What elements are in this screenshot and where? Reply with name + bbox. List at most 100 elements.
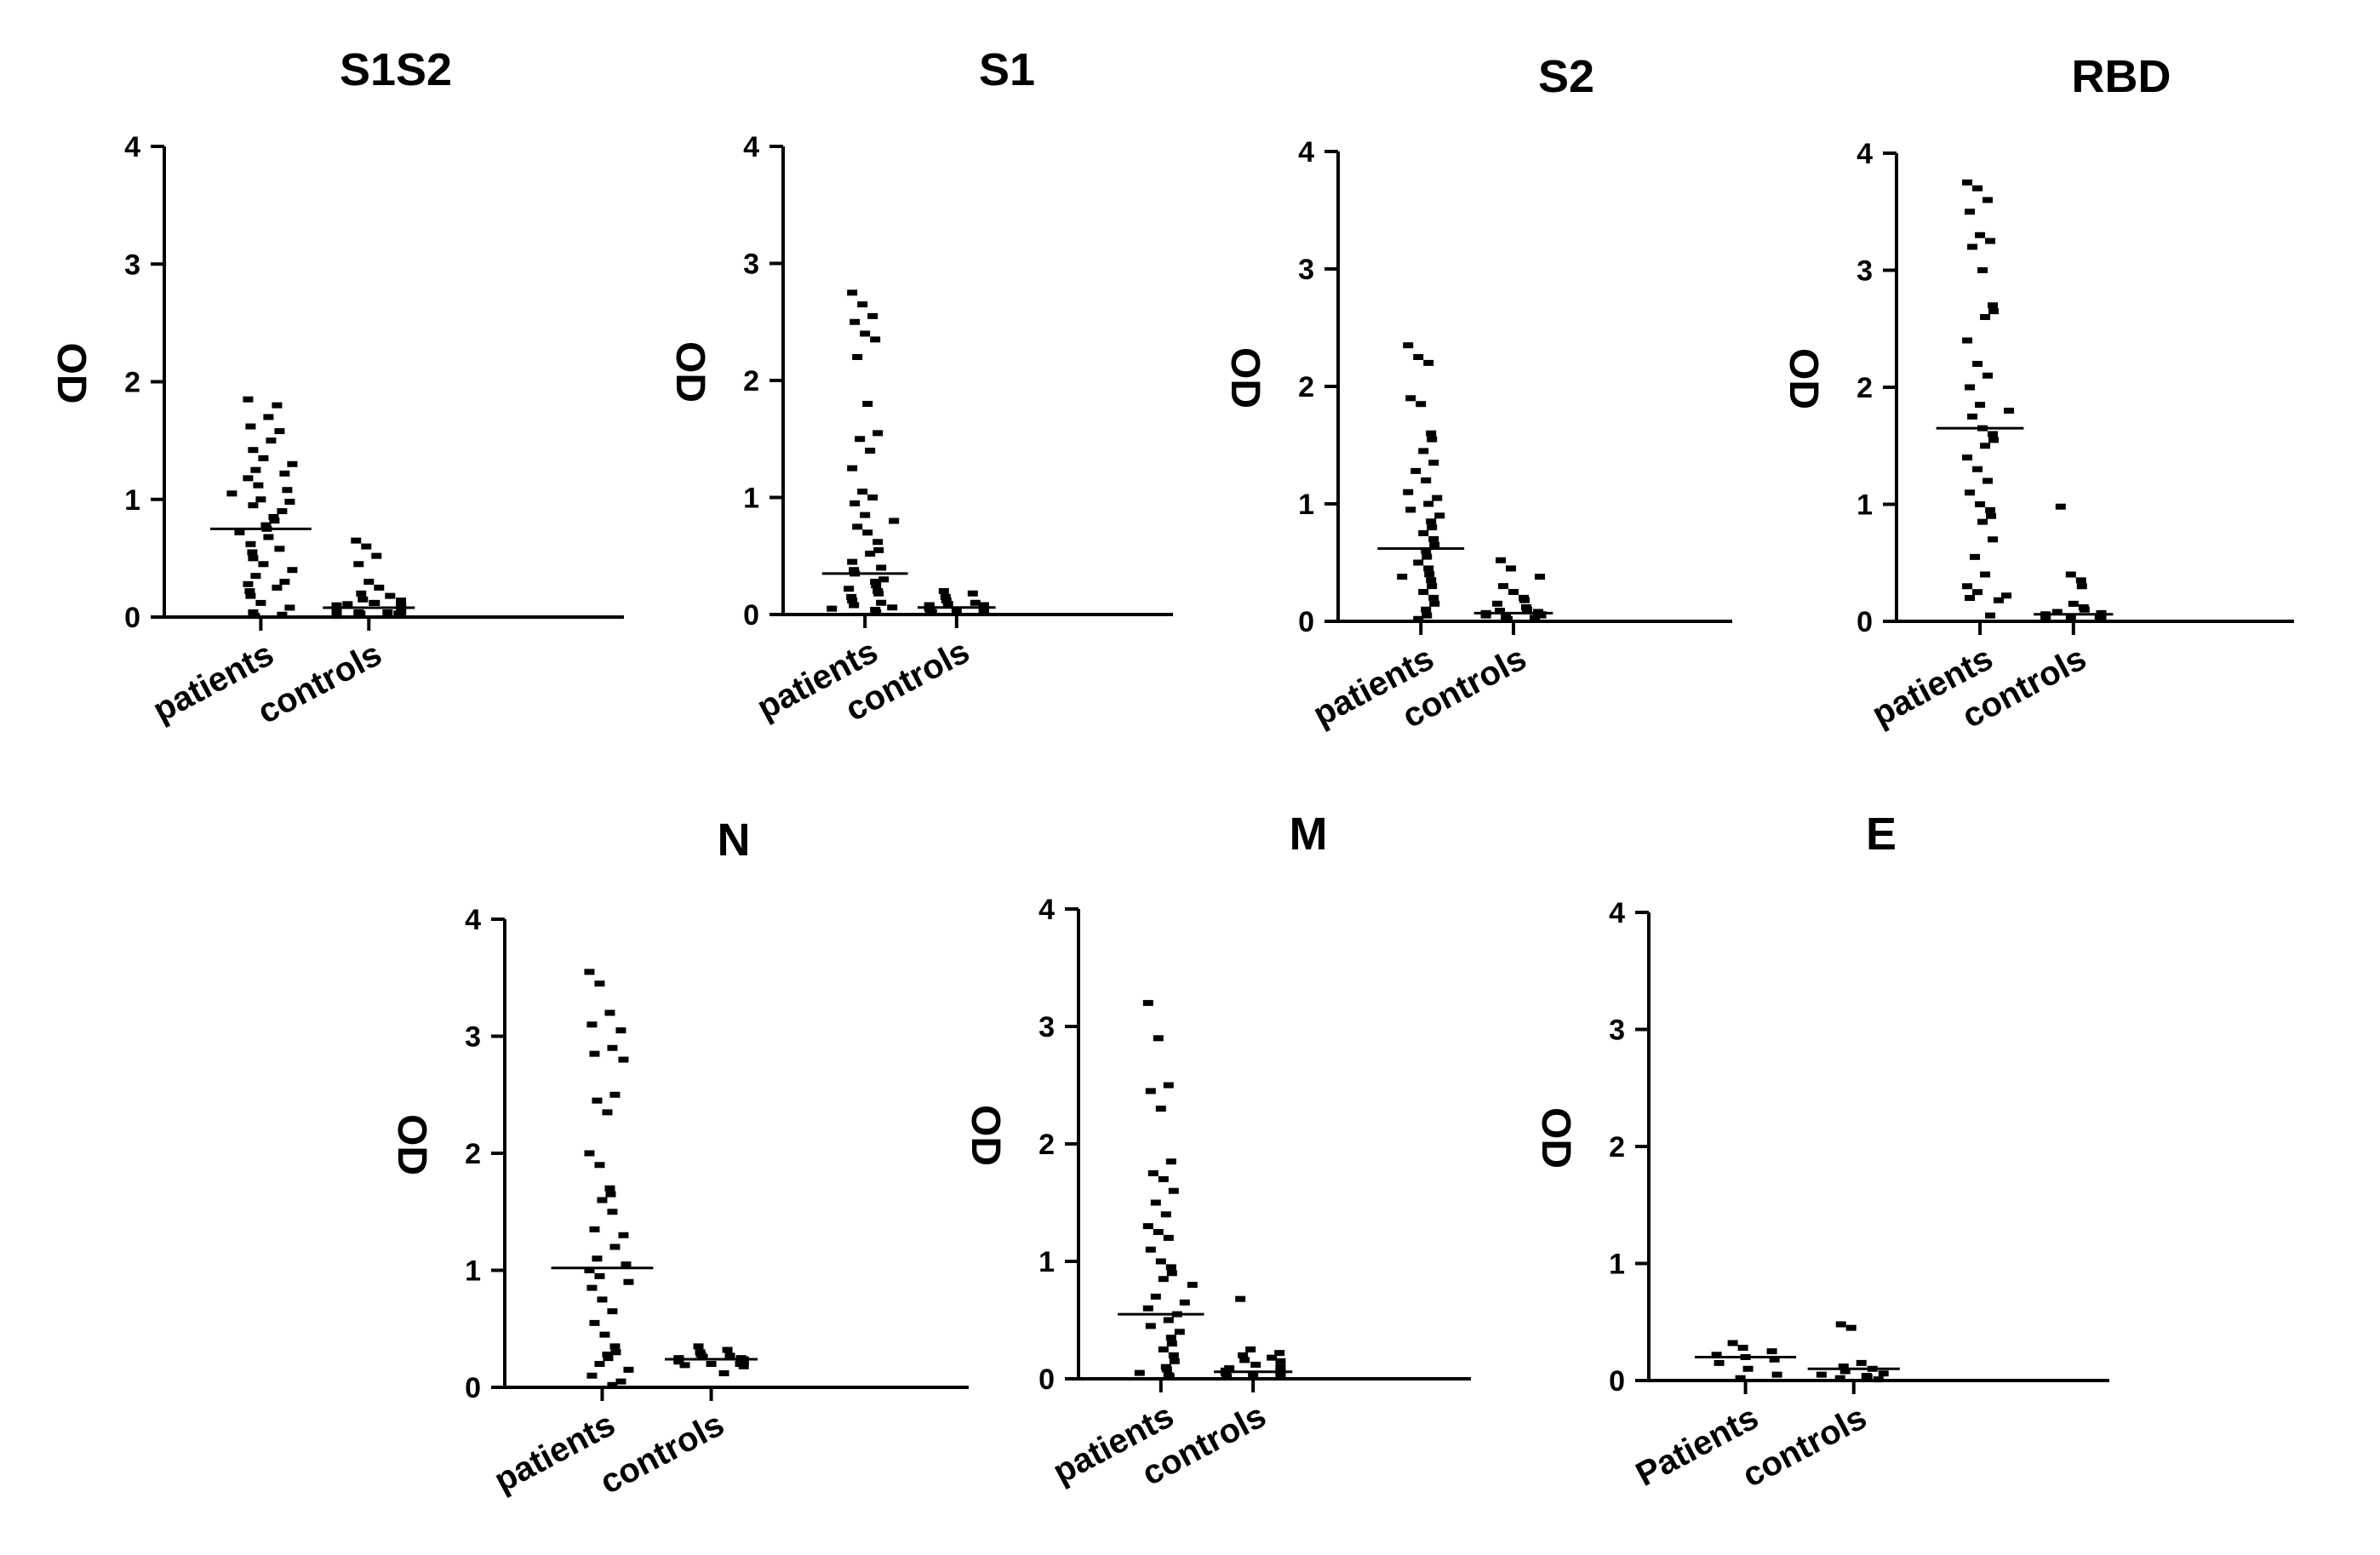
data-point [2055,503,2066,510]
data-point [2004,408,2015,414]
data-point [1839,1368,1851,1375]
y-tick-label: 0 [743,599,759,632]
category-label-patients: patients [489,1405,621,1500]
data-point [867,312,878,319]
data-point [245,592,256,599]
data-point [594,1361,605,1367]
category-label-controls: controls [594,1405,730,1501]
data-point [243,580,254,587]
data-point [1403,342,1414,349]
y-tick-label: 4 [124,131,140,163]
data-point [1766,1348,1777,1355]
y-tick-label: 1 [1609,1249,1625,1281]
data-point [584,969,595,975]
data-point [255,599,266,606]
data-point [1428,460,1439,466]
data-point [1982,477,1994,484]
y-tick-label: 3 [743,249,759,281]
data-point [1424,571,1435,578]
data-point [1522,606,1533,613]
data-point [2051,609,2062,615]
data-point [1856,1359,1867,1366]
data-point [351,537,362,544]
data-point [1985,237,1996,244]
data-point [363,579,375,586]
data-point [873,546,884,553]
data-point [1962,179,1973,186]
y-tick-label: 0 [465,1372,481,1404]
data-point [1977,267,1988,273]
data-point [1980,314,1991,320]
data-point [850,318,861,325]
y-tick-label: 1 [1038,1246,1055,1278]
data-point [860,512,871,518]
data-point [738,1363,749,1369]
y-tick-label: 2 [1038,1129,1055,1161]
panel-title: M [1290,809,1328,860]
data-point [1994,597,2005,603]
y-tick-label: 3 [1857,255,1873,288]
data-point [1166,1341,1177,1347]
data-point [889,517,900,524]
data-point [1142,1305,1153,1312]
data-point [1421,477,1432,483]
data-point [724,1352,735,1359]
data-point [1153,1229,1164,1235]
data-point [867,495,878,500]
data-point [1397,574,1408,580]
data-point [827,605,838,612]
data-point [610,1349,621,1356]
data-point [1967,243,1978,250]
data-point [1161,1366,1172,1373]
y-tick-label: 1 [465,1255,481,1288]
data-point [361,543,372,550]
data-point [1769,1356,1780,1363]
data-point [1422,612,1433,619]
data-point [250,466,261,473]
data-point [850,500,861,506]
data-point [331,608,342,615]
data-point [872,539,884,546]
data-point [584,1150,595,1157]
y-tick-label: 1 [124,484,140,517]
data-point [1403,489,1414,495]
data-point [878,576,890,583]
data-point [1972,185,1983,192]
data-point [1158,1276,1169,1283]
data-point [1145,1246,1156,1253]
y-tick-label: 4 [743,131,759,163]
data-point [673,1358,684,1365]
data-point [1427,524,1438,531]
data-point [603,1355,614,1362]
data-point [382,609,393,615]
data-point [287,460,298,467]
data-point [607,1308,618,1315]
data-point [284,604,295,611]
panel-title: S1 [979,44,1035,95]
data-point [1737,1345,1748,1351]
data-point [1480,612,1491,619]
y-tick-label: 2 [1609,1131,1625,1163]
panel-title: N [718,815,751,866]
data-point [1423,565,1434,572]
data-point [1434,512,1445,519]
data-point [865,551,876,557]
data-point [1158,1175,1169,1182]
data-point [1221,1373,1233,1380]
data-point [618,1056,629,1063]
data-point [2075,577,2086,584]
data-point [873,590,884,597]
data-point [1165,1335,1176,1341]
data-point [1970,553,1981,560]
data-point [599,1331,610,1338]
data-point [609,1091,621,1098]
data-point [862,401,873,407]
data-point [374,584,385,591]
y-tick-label: 4 [1298,136,1314,169]
data-point [1427,583,1438,590]
data-point [871,582,882,589]
data-point [865,448,876,454]
